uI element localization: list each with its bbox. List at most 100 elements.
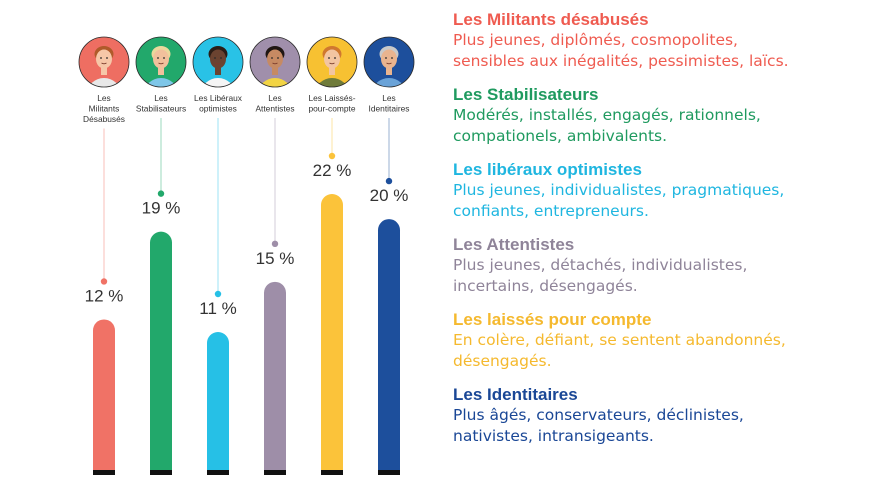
category-label: Les Libéraux optimistes	[194, 93, 243, 114]
bar-base	[321, 470, 343, 475]
legend-desc-line: confiants, entrepreneurs.	[453, 202, 649, 220]
bar	[321, 194, 343, 470]
avatar-neck	[386, 66, 392, 75]
legend-desc: Modérés, installés, engagés, rationnels,…	[453, 105, 883, 147]
legend-title: Les Attentistes	[453, 235, 575, 254]
avatar-head	[153, 49, 169, 69]
category-label-line: Attentistes	[255, 104, 294, 114]
avatar-neck	[272, 66, 278, 75]
legend-desc: Plus jeunes, individualistes, pragmatiqu…	[453, 180, 883, 222]
avatar-eye	[163, 57, 165, 59]
legend-desc-line: nativistes, intransigeants.	[453, 427, 654, 445]
avatar-outline	[78, 36, 130, 88]
avatar-head	[96, 49, 112, 69]
bar-base	[150, 470, 172, 475]
category-label: Les Militants Désabusés	[83, 93, 125, 124]
avatar-eye	[271, 57, 273, 59]
bar-base	[93, 470, 115, 475]
avatar-mouth	[101, 62, 107, 65]
category-label-line: Stabilisateurs	[136, 104, 186, 114]
bar	[207, 332, 229, 470]
category-label-line: Les	[154, 93, 168, 103]
avatar-mouth	[386, 62, 392, 65]
bar-base	[207, 470, 229, 475]
avatar-neck	[329, 66, 335, 75]
legend-desc-line: Plus jeunes, individualistes, pragmatiqu…	[453, 181, 785, 199]
legend-title: Les Stabilisateurs	[453, 85, 599, 104]
legend-desc: Plus jeunes, diplômés, cosmopolites, sens…	[453, 30, 883, 72]
avatar-eye	[334, 57, 336, 59]
category-label-line: Les	[268, 93, 282, 103]
avatar-mouth	[329, 62, 335, 65]
legend: Les Militants désabusés Plus jeunes, dip…	[453, 9, 883, 459]
legend-desc-line: Modérés, installés, engagés, rationnels,	[453, 106, 761, 124]
value-label: 11 %	[199, 299, 237, 318]
legend-item-stabilisateurs: Les Stabilisateurs Modérés, installés, e…	[453, 84, 883, 147]
legend-desc-line: désengagés.	[453, 352, 552, 370]
legend-item-liberaux-optimistes: Les libéraux optimistes Plus jeunes, ind…	[453, 159, 883, 222]
avatar-eye	[391, 57, 393, 59]
legend-desc: Plus âgés, conservateurs, déclinistes, na…	[453, 405, 883, 447]
value-label: 15 %	[256, 249, 295, 268]
avatar-neck	[101, 66, 107, 75]
avatar-head	[381, 49, 397, 69]
legend-title: Les laissés pour compte	[453, 310, 652, 329]
bar-base	[264, 470, 286, 475]
value-label: 12 %	[85, 286, 124, 305]
avatar-eye	[220, 57, 222, 59]
category-label: Les Identitaires	[369, 93, 410, 114]
avatar-head	[324, 49, 340, 69]
avatar-outline	[363, 36, 415, 88]
legend-title: Les Identitaires	[453, 385, 578, 404]
avatar-eye	[106, 57, 108, 59]
category-label-line: Les Laissés-	[308, 93, 355, 103]
avatar-head	[267, 49, 283, 69]
legend-item-attentistes: Les Attentistes Plus jeunes, détachés, i…	[453, 234, 883, 297]
category-label: Les Attentistes	[255, 93, 294, 114]
avatar-outline	[306, 36, 358, 88]
bar	[150, 231, 172, 470]
category-label: Les Stabilisateurs	[136, 93, 186, 114]
connector-dot	[385, 177, 393, 185]
legend-item-militants-desabuses: Les Militants désabusés Plus jeunes, dip…	[453, 9, 883, 72]
category-label: Les Laissés-pour-compte	[308, 93, 355, 114]
legend-desc-line: compationels, ambivalents.	[453, 127, 668, 145]
category-label-line: Les Libéraux	[194, 93, 243, 103]
bar	[93, 319, 115, 470]
connector-dot	[328, 152, 336, 160]
category-label-line: Les	[382, 93, 396, 103]
legend-title: Les libéraux optimistes	[453, 160, 642, 179]
value-label: 19 %	[142, 199, 181, 218]
value-label: 22 %	[313, 161, 352, 180]
legend-desc-line: Plus âgés, conservateurs, déclinistes,	[453, 406, 744, 424]
bar-base	[378, 470, 400, 475]
category-label-line: pour-compte	[308, 104, 355, 114]
avatar-outline	[135, 36, 187, 88]
avatar-eye	[328, 57, 330, 59]
avatar-neck	[215, 66, 221, 75]
legend-desc-line: En colère, défiant, se sentent abandonné…	[453, 331, 786, 349]
bar	[378, 219, 400, 470]
avatar-neck	[158, 66, 164, 75]
legend-desc-line: Plus jeunes, détachés, individualistes,	[453, 256, 748, 274]
category-label-line: Identitaires	[369, 104, 410, 114]
avatar-eye	[214, 57, 216, 59]
connector-dot	[157, 190, 165, 197]
legend-item-laisses-pour-compte: Les laissés pour compte En colère, défia…	[453, 309, 883, 372]
connector-dot	[100, 278, 108, 285]
connector-dot	[214, 290, 222, 298]
legend-title: Les Militants désabusés	[453, 10, 649, 29]
avatar-outline	[192, 36, 244, 88]
avatar-mouth	[215, 62, 221, 65]
legend-desc: Plus jeunes, détachés, individualistes, i…	[453, 255, 883, 297]
bar	[264, 281, 286, 470]
avatar-head	[210, 49, 226, 69]
connector-dot	[271, 240, 279, 248]
category-label-line: optimistes	[199, 104, 237, 114]
legend-desc: En colère, défiant, se sentent abandonné…	[453, 330, 883, 372]
legend-item-identitaires: Les Identitaires Plus âgés, conservateur…	[453, 384, 883, 447]
legend-desc-line: incertains, désengagés.	[453, 277, 638, 295]
avatar-eye	[157, 57, 159, 59]
avatar-eye	[385, 57, 387, 59]
